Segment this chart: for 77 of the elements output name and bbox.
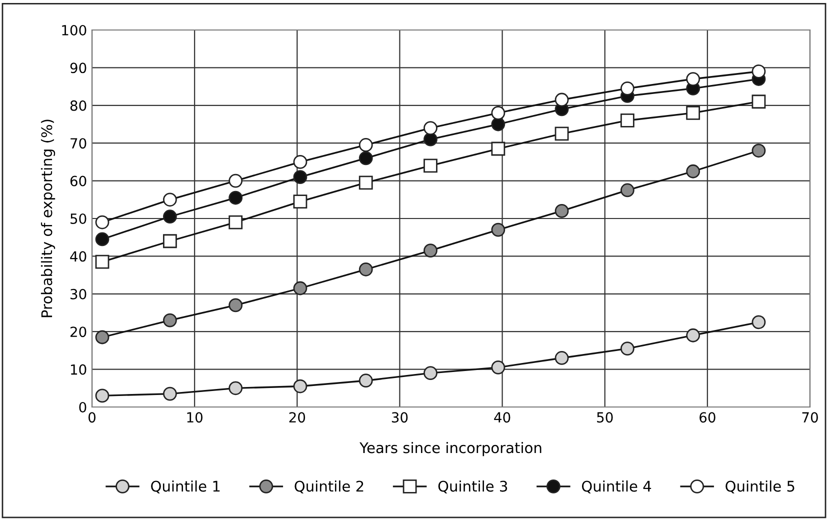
point	[358, 138, 373, 152]
x-tick-label: 10	[187, 412, 202, 423]
point	[491, 222, 506, 237]
x-tick-label: 50	[597, 412, 613, 423]
point	[163, 313, 177, 328]
point	[358, 151, 373, 166]
point	[620, 114, 634, 128]
x-tick-label: 30	[392, 412, 408, 423]
x-tick-label: 40	[494, 412, 510, 423]
legend-label: Quintile 3	[438, 480, 508, 494]
point	[752, 144, 766, 158]
point	[293, 170, 308, 184]
y-tick-label: 80	[70, 100, 86, 111]
y-tick-label: 10	[70, 364, 86, 375]
x-tick-label: 0	[88, 412, 96, 423]
point	[424, 132, 438, 146]
point	[163, 234, 177, 248]
x-tick-label: 60	[700, 412, 716, 423]
point	[228, 190, 243, 205]
point	[491, 142, 506, 156]
y-tick-label: 50	[70, 213, 86, 224]
point	[95, 215, 110, 230]
point	[620, 342, 634, 356]
point	[228, 381, 243, 396]
y-tick-label: 30	[70, 288, 86, 300]
point	[686, 328, 700, 342]
point	[554, 204, 569, 218]
point	[293, 155, 308, 169]
point	[424, 366, 438, 380]
point	[293, 194, 308, 208]
y-axis-title: Probability of exporting (%)	[40, 120, 56, 318]
point	[293, 281, 308, 296]
point	[293, 379, 308, 394]
point	[358, 374, 373, 388]
x-axis-title: Years since incorporation	[360, 442, 542, 456]
point	[163, 192, 177, 207]
point	[686, 164, 700, 178]
point	[424, 244, 438, 258]
point	[424, 158, 438, 173]
point	[228, 298, 243, 312]
point	[163, 210, 177, 224]
point	[686, 106, 700, 120]
point	[95, 330, 110, 344]
point	[554, 92, 569, 107]
y-tick-label: 100	[62, 24, 86, 36]
y-tick-label: 60	[70, 176, 86, 186]
point	[491, 360, 506, 374]
point	[228, 215, 243, 230]
point	[491, 106, 506, 120]
point	[554, 351, 569, 365]
x-tick-label: 70	[802, 412, 818, 423]
point	[752, 94, 766, 109]
point	[95, 254, 110, 269]
legend-label: Quintile 5	[726, 480, 794, 494]
y-tick-label: 40	[70, 251, 86, 262]
point	[95, 232, 110, 246]
point	[752, 315, 766, 330]
point	[358, 176, 373, 190]
point	[752, 64, 766, 78]
point	[163, 386, 177, 401]
y-tick-label: 0	[79, 402, 86, 412]
legend-label: Quintile 2	[294, 480, 364, 494]
legend-label: Quintile 1	[151, 480, 220, 494]
point	[686, 72, 700, 86]
point	[95, 388, 110, 403]
point	[554, 126, 569, 141]
y-tick-label: 70	[70, 138, 86, 149]
legend-label: Quintile 4	[582, 480, 652, 494]
x-tick-label: 20	[289, 412, 306, 423]
point	[358, 262, 373, 276]
point	[424, 121, 438, 135]
y-tick-label: 20	[70, 326, 86, 338]
point	[620, 81, 634, 96]
y-tick-label: 90	[70, 62, 86, 74]
point	[228, 174, 243, 188]
point	[620, 183, 634, 198]
point	[491, 117, 506, 132]
